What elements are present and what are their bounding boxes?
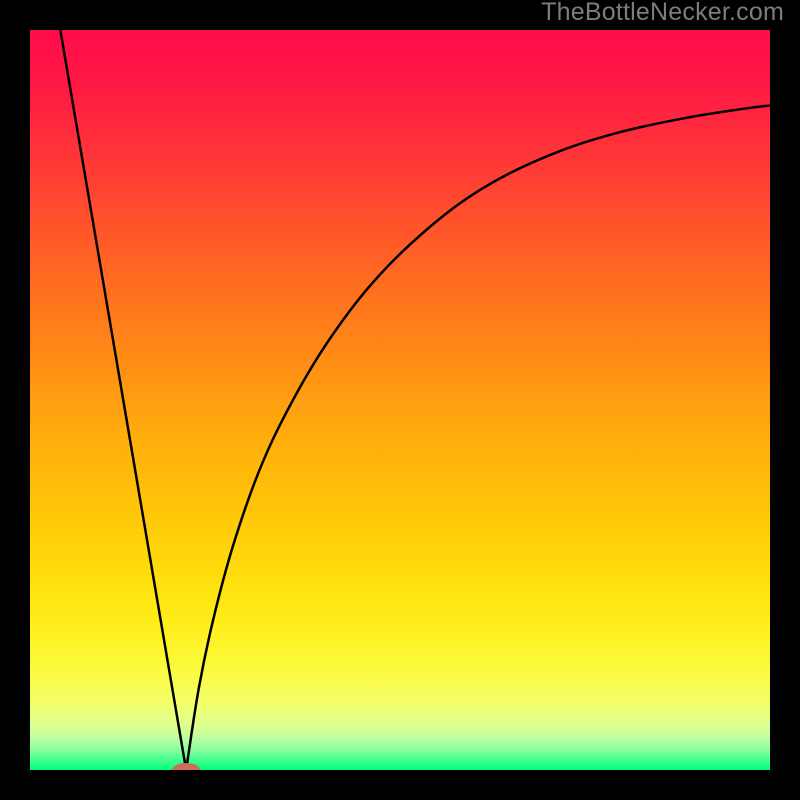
plot-svg [30,30,770,770]
watermark-text: TheBottleNecker.com [541,0,784,25]
gradient-background [30,30,770,770]
chart-container: { "watermark": { "text": "TheBottleNecke… [0,0,800,800]
plot-area [30,30,770,770]
